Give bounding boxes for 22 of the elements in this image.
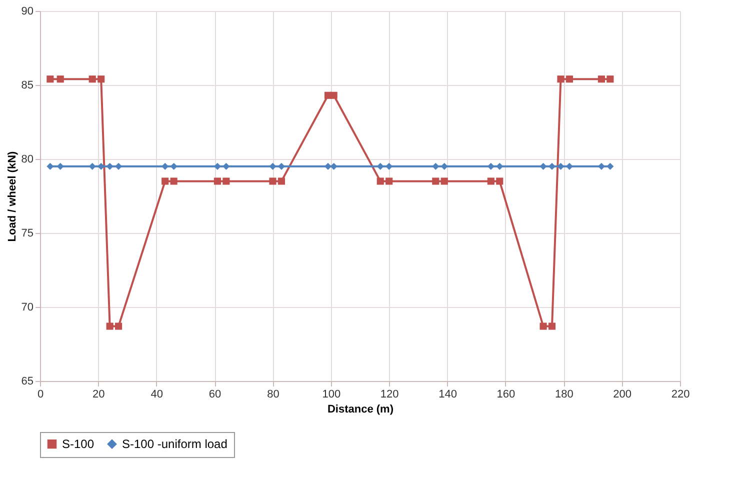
x-tick-label: 180 (554, 388, 574, 400)
x-tick-label: 220 (671, 388, 690, 400)
legend-label: S-100 -uniform load (122, 437, 228, 452)
x-tick-label: 120 (380, 388, 399, 400)
x-tick-label: 80 (267, 388, 280, 400)
x-tick-label: 40 (150, 388, 163, 400)
legend-label: S-100 (62, 437, 94, 452)
x-axis-title: Distance (m) (327, 404, 394, 416)
y-tick-label: 80 (21, 154, 34, 166)
y-tick-label: 75 (21, 228, 34, 240)
x-tick-label: 140 (438, 388, 457, 400)
x-tick-label: 200 (613, 388, 632, 400)
y-tick-label: 90 (21, 6, 34, 18)
x-tick-label: 160 (496, 388, 516, 400)
y-tick-label: 85 (21, 80, 34, 92)
x-tick-label: 100 (322, 388, 341, 400)
x-tick-label: 60 (208, 388, 222, 400)
x-tick-label: 0 (37, 388, 44, 400)
y-axis-title: Load / wheel (kN) (6, 150, 18, 242)
x-tick-label: 20 (92, 388, 105, 400)
y-tick-label: 65 (21, 376, 34, 388)
y-tick-label: 70 (21, 302, 34, 314)
